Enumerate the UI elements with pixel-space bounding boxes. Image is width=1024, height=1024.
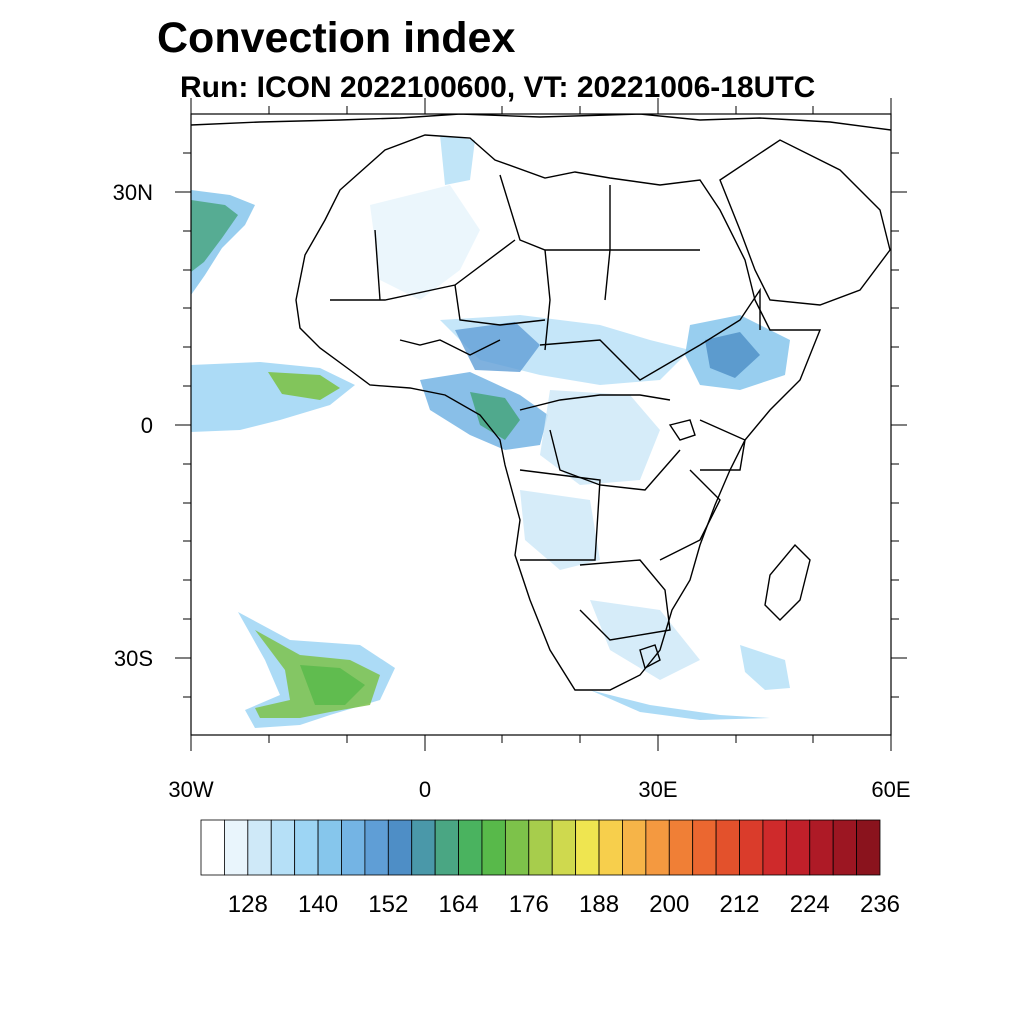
chart-title: Convection index xyxy=(157,14,516,62)
lon-ticks xyxy=(190,98,892,751)
border-2 xyxy=(499,174,700,251)
colorbar-box xyxy=(317,819,342,876)
field-south-africa xyxy=(590,600,700,680)
colorbar-box xyxy=(294,819,319,876)
convection-field xyxy=(191,135,790,728)
colorbar-box xyxy=(200,819,225,876)
colorbar-box xyxy=(434,819,459,876)
border-1 xyxy=(374,229,381,301)
colorbar-box xyxy=(364,819,389,876)
colorbar-box xyxy=(224,819,249,876)
colorbar-box xyxy=(785,819,811,876)
border-7 xyxy=(539,339,701,381)
lon-label-0: 0 xyxy=(419,777,431,802)
field-south-atlantic-inner xyxy=(300,665,365,705)
lat-ticks xyxy=(175,152,907,698)
colorbar-box xyxy=(668,819,694,876)
lat-label-0: 0 xyxy=(141,413,153,438)
colorbar-box xyxy=(504,819,530,876)
border-10 xyxy=(519,469,601,561)
colorbar-box xyxy=(739,819,764,876)
lesotho-border xyxy=(639,644,661,670)
border-15 xyxy=(399,339,501,356)
colorbar-label: 212 xyxy=(719,891,759,918)
colorbar-labels: 128 140 152 164 176 188 200 212 224 236 xyxy=(228,891,900,918)
colorbar-label: 140 xyxy=(298,891,338,918)
colorbar-label: 188 xyxy=(579,891,619,918)
colorbar-box xyxy=(551,819,577,876)
field-madagascar-se xyxy=(740,645,790,690)
colorbar-box xyxy=(856,819,881,876)
colorbar-label: 176 xyxy=(509,891,549,918)
border-14 xyxy=(659,469,721,561)
border-3 xyxy=(604,185,611,301)
arabia-coastline xyxy=(719,139,891,306)
colorbar-box xyxy=(622,819,647,876)
colorbar-label: 224 xyxy=(790,891,830,918)
colorbar-label: 164 xyxy=(439,891,479,918)
border-5 xyxy=(330,239,516,301)
field-nigeria-core xyxy=(455,322,540,372)
colorbar-box xyxy=(598,819,623,876)
chart-subtitle: Run: ICON 2022100600, VT: 20221006-18UTC xyxy=(180,71,816,104)
lon-label-30e: 30E xyxy=(638,777,677,802)
field-congo xyxy=(540,390,660,485)
colorbar-box xyxy=(575,819,600,876)
field-libya xyxy=(440,135,475,185)
coastlines xyxy=(191,114,891,691)
colorbar-box xyxy=(528,819,553,876)
madagascar-coastline xyxy=(764,543,811,621)
lat-label-30s: 30S xyxy=(114,646,153,671)
lat-label-30n: 30N xyxy=(113,180,153,205)
border-12 xyxy=(699,287,761,346)
field-indian-south xyxy=(590,690,770,720)
field-gulf-core xyxy=(470,392,520,440)
field-angola xyxy=(520,490,600,570)
field-itcz-core xyxy=(268,372,340,400)
lon-label-60e: 60E xyxy=(871,777,910,802)
colorbar-box xyxy=(387,819,413,876)
colorbar-label: 128 xyxy=(228,891,268,918)
border-4 xyxy=(544,249,551,351)
colorbar-box xyxy=(715,819,740,876)
border-11 xyxy=(579,559,671,641)
border-6 xyxy=(454,284,546,326)
africa-coastline xyxy=(295,134,822,691)
colorbar-box xyxy=(481,819,506,876)
colorbar-box xyxy=(692,819,717,876)
border-8 xyxy=(519,394,671,411)
border-13 xyxy=(699,419,746,471)
colorbar xyxy=(200,819,881,876)
colorbar-box xyxy=(832,819,857,876)
colorbar-box xyxy=(270,819,296,876)
colorbar-label: 200 xyxy=(649,891,689,918)
colorbar-box xyxy=(458,819,483,876)
colorbar-label: 152 xyxy=(368,891,408,918)
europe-coastline xyxy=(191,114,891,131)
colorbar-box xyxy=(247,819,272,876)
colorbar-box xyxy=(645,819,670,876)
colorbar-box xyxy=(762,819,787,876)
colorbar-box xyxy=(341,819,366,876)
colorbar-label: 236 xyxy=(860,891,900,918)
colorbar-box xyxy=(411,819,436,876)
lon-label-30w: 30W xyxy=(168,777,213,802)
field-atlantic-north-core xyxy=(191,200,238,272)
field-ethiopia-core xyxy=(705,332,760,378)
field-sahara xyxy=(370,185,480,300)
lake-victoria xyxy=(668,419,696,441)
colorbar-box xyxy=(809,819,834,876)
